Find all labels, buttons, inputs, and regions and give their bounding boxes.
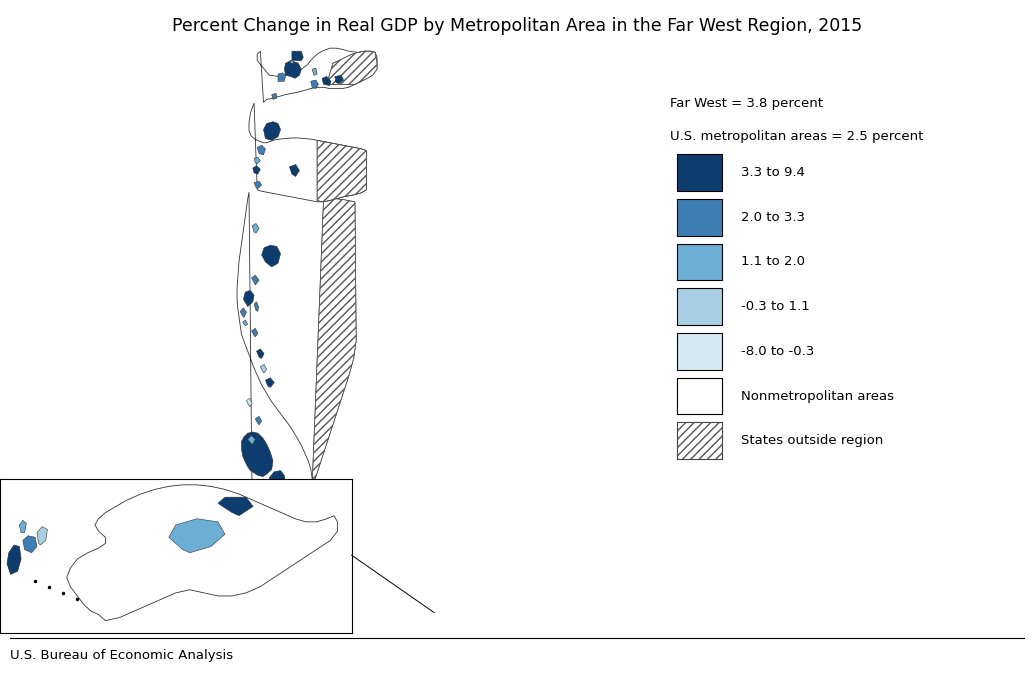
Polygon shape — [312, 68, 317, 75]
Text: U.S. metropolitan areas = 2.5 percent: U.S. metropolitan areas = 2.5 percent — [670, 130, 923, 143]
Polygon shape — [290, 60, 294, 63]
Polygon shape — [20, 521, 27, 533]
Polygon shape — [7, 545, 21, 574]
Polygon shape — [252, 166, 261, 174]
Text: -0.3 to 1.1: -0.3 to 1.1 — [740, 300, 810, 313]
Polygon shape — [272, 93, 277, 100]
Text: Nonmetropolitan areas: Nonmetropolitan areas — [740, 389, 893, 403]
Polygon shape — [677, 244, 722, 280]
Polygon shape — [677, 422, 722, 459]
Polygon shape — [284, 61, 301, 79]
Text: Percent Change in Real GDP by Metropolitan Area in the Far West Region, 2015: Percent Change in Real GDP by Metropolit… — [172, 17, 862, 35]
Polygon shape — [169, 519, 225, 552]
Text: Far West = 3.8 percent: Far West = 3.8 percent — [670, 97, 823, 110]
Polygon shape — [67, 485, 337, 621]
Polygon shape — [323, 77, 331, 85]
Polygon shape — [241, 432, 273, 477]
Polygon shape — [278, 73, 285, 81]
Polygon shape — [246, 398, 252, 407]
Polygon shape — [257, 48, 377, 102]
Text: 1.1 to 2.0: 1.1 to 2.0 — [740, 255, 804, 269]
Polygon shape — [677, 288, 722, 325]
Polygon shape — [243, 320, 248, 326]
Text: States outside region: States outside region — [740, 434, 883, 447]
Polygon shape — [677, 333, 722, 370]
Polygon shape — [255, 416, 262, 424]
Polygon shape — [251, 328, 257, 336]
Polygon shape — [261, 364, 267, 373]
Text: -8.0 to -0.3: -8.0 to -0.3 — [740, 345, 814, 358]
Polygon shape — [677, 199, 722, 236]
Text: U.S. Bureau of Economic Analysis: U.S. Bureau of Economic Analysis — [10, 649, 234, 661]
Polygon shape — [237, 192, 312, 571]
Polygon shape — [290, 165, 300, 177]
Polygon shape — [251, 276, 260, 285]
Polygon shape — [254, 157, 261, 164]
Polygon shape — [269, 471, 285, 491]
Polygon shape — [254, 302, 258, 311]
Text: 3.3 to 9.4: 3.3 to 9.4 — [740, 166, 804, 179]
Polygon shape — [260, 532, 274, 551]
Polygon shape — [249, 103, 366, 202]
Polygon shape — [240, 308, 246, 318]
Polygon shape — [23, 536, 37, 552]
Polygon shape — [254, 181, 262, 189]
Polygon shape — [264, 122, 280, 140]
Polygon shape — [37, 527, 48, 545]
Polygon shape — [311, 80, 318, 89]
Polygon shape — [218, 497, 253, 516]
Polygon shape — [292, 51, 303, 61]
Polygon shape — [677, 378, 722, 414]
Polygon shape — [266, 378, 274, 387]
Polygon shape — [243, 290, 254, 307]
Polygon shape — [248, 435, 255, 444]
Polygon shape — [335, 75, 343, 84]
Polygon shape — [677, 154, 722, 191]
Polygon shape — [252, 223, 260, 233]
Polygon shape — [312, 199, 357, 486]
Polygon shape — [327, 51, 377, 85]
Polygon shape — [262, 245, 280, 267]
Polygon shape — [317, 140, 366, 202]
Polygon shape — [257, 145, 266, 155]
Polygon shape — [277, 521, 283, 529]
Polygon shape — [256, 349, 264, 359]
Text: 2.0 to 3.3: 2.0 to 3.3 — [740, 211, 804, 224]
